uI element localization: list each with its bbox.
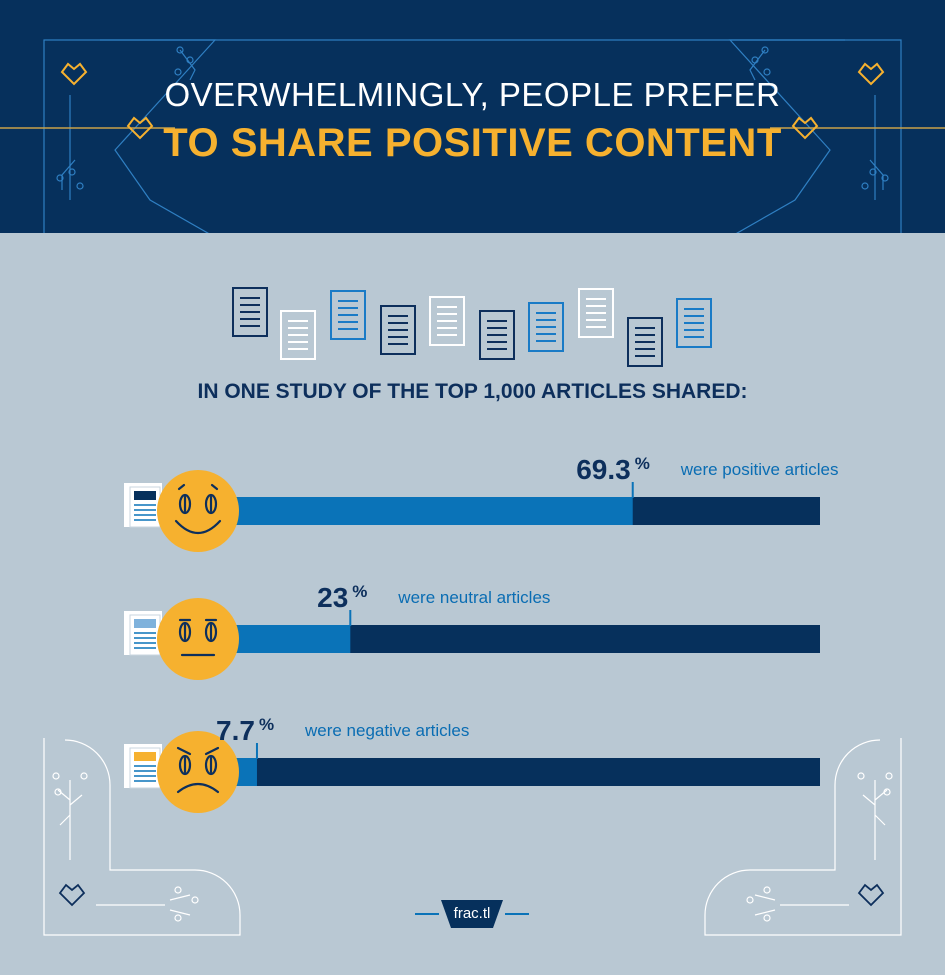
heart-icon — [60, 62, 885, 140]
category-label: were negative articles — [304, 721, 469, 740]
document-icon — [124, 611, 162, 656]
headline-line-1: OVERWHELMINGLY, PEOPLE PREFER — [164, 76, 781, 113]
smiling-face-icon — [157, 470, 239, 552]
data-label: 7.7 — [216, 715, 255, 746]
heart-icon — [857, 883, 885, 907]
unit-label: % — [635, 454, 650, 473]
chart-subtitle: IN ONE STUDY OF THE TOP 1,000 ARTICLES S… — [197, 380, 748, 403]
documents-illustration — [232, 287, 712, 367]
heart-icon — [58, 883, 86, 907]
circuit-decoration — [0, 39, 945, 233]
category-label: were positive articles — [680, 460, 839, 479]
document-icon — [124, 483, 162, 528]
bar — [210, 497, 633, 525]
neutral-face-icon — [157, 598, 239, 680]
category-label: were neutral articles — [397, 588, 550, 607]
bar-track — [210, 758, 820, 786]
brand-logo: frac.tl — [453, 905, 491, 922]
corner-decoration — [43, 738, 902, 936]
frowning-face-icon — [157, 731, 239, 813]
data-label: 69.3 — [576, 454, 631, 485]
headline-line-2: TO SHARE POSITIVE CONTENT — [163, 121, 782, 165]
brand-badge — [415, 900, 529, 928]
header-banner: OVERWHELMINGLY, PEOPLE PREFER TO SHARE P… — [0, 0, 945, 233]
unit-label: % — [259, 715, 274, 734]
document-icon — [124, 744, 162, 789]
unit-label: % — [352, 582, 367, 601]
data-label: 23 — [317, 582, 348, 613]
